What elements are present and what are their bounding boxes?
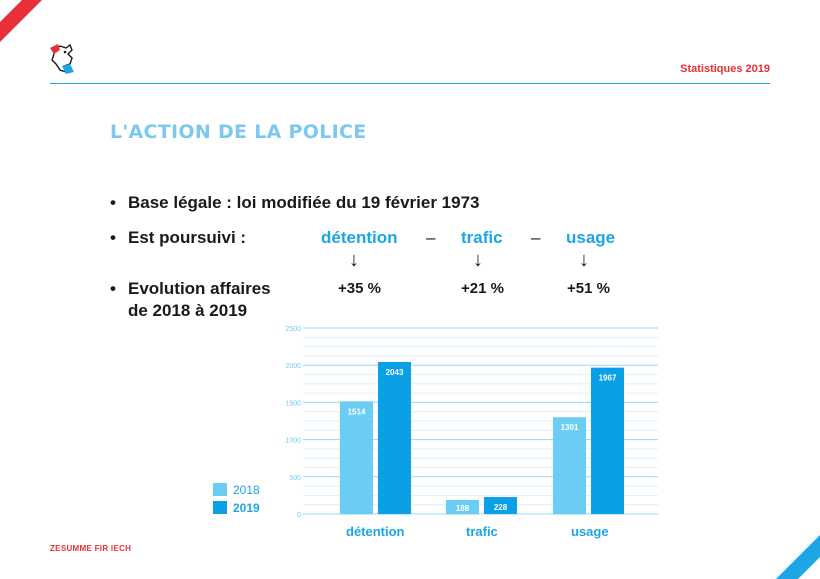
arrow-down-icon: ↓ [473, 249, 483, 271]
offense-detention: détention [321, 228, 398, 247]
data-label: 188 [456, 504, 470, 513]
data-label: 2043 [386, 368, 404, 377]
lion-logo-icon [50, 43, 74, 74]
page-title: L'ACTION DE LA POLICE [110, 121, 367, 143]
separator-dash: – [426, 228, 436, 247]
bar-2018-1 [446, 500, 479, 514]
arrow-down-icon: ↓ [349, 249, 359, 271]
bullet-evolution: • Evolution affaires de 2018 à 2019 [110, 279, 271, 320]
corner-decoration-bottom-right-cut [798, 557, 820, 579]
chart-bar-labels: 1514 2043 188 228 1301 1967 [348, 368, 617, 513]
change-trafic: +21 % [461, 280, 504, 297]
legend-label-2018: 2018 [233, 483, 260, 497]
change-usage: +51 % [567, 280, 610, 297]
chart-y-ticks: 0 500 1000 1500 2000 2500 [285, 326, 301, 519]
y-tick-label: 2500 [285, 326, 301, 333]
legend-swatch-2019 [213, 501, 227, 514]
x-tick-label: détention [346, 524, 405, 539]
y-tick-label: 0 [297, 512, 301, 519]
arrow-down-icon: ↓ [579, 249, 589, 271]
bar-2019-1 [484, 497, 517, 514]
bar-2019-0 [378, 362, 411, 514]
y-tick-label: 1000 [285, 438, 301, 445]
bar-2018-2 [553, 417, 586, 514]
bullet-legal-basis: • Base légale : loi modifiée du 19 févrie… [110, 193, 480, 212]
data-label: 1514 [348, 407, 366, 416]
x-tick-label: usage [571, 524, 609, 539]
y-tick-label: 500 [289, 475, 301, 482]
header-section-label: Statistiques 2019 [680, 63, 770, 75]
legend-swatch-2018 [213, 483, 227, 496]
data-label: 1301 [561, 423, 579, 432]
bullet-pursued: • Est poursuivi : [110, 228, 247, 247]
data-label: 1967 [599, 374, 617, 383]
chart-bars [340, 362, 624, 514]
y-tick-label: 1500 [285, 400, 301, 407]
corner-decoration-top-left-cut [0, 0, 22, 22]
change-detention: +35 % [338, 280, 381, 297]
bar-2018-0 [340, 401, 373, 514]
x-tick-label: trafic [466, 524, 498, 539]
footer-label: ZESUMME FIR IECH [50, 544, 132, 553]
y-tick-label: 2000 [285, 363, 301, 370]
separator-dash: – [531, 228, 541, 247]
offense-usage: usage [566, 228, 616, 247]
data-label: 228 [494, 503, 508, 512]
header-divider [50, 83, 770, 84]
legend-label-2019: 2019 [233, 501, 260, 515]
offense-trafic: trafic [461, 228, 503, 247]
bar-2019-2 [591, 367, 624, 514]
